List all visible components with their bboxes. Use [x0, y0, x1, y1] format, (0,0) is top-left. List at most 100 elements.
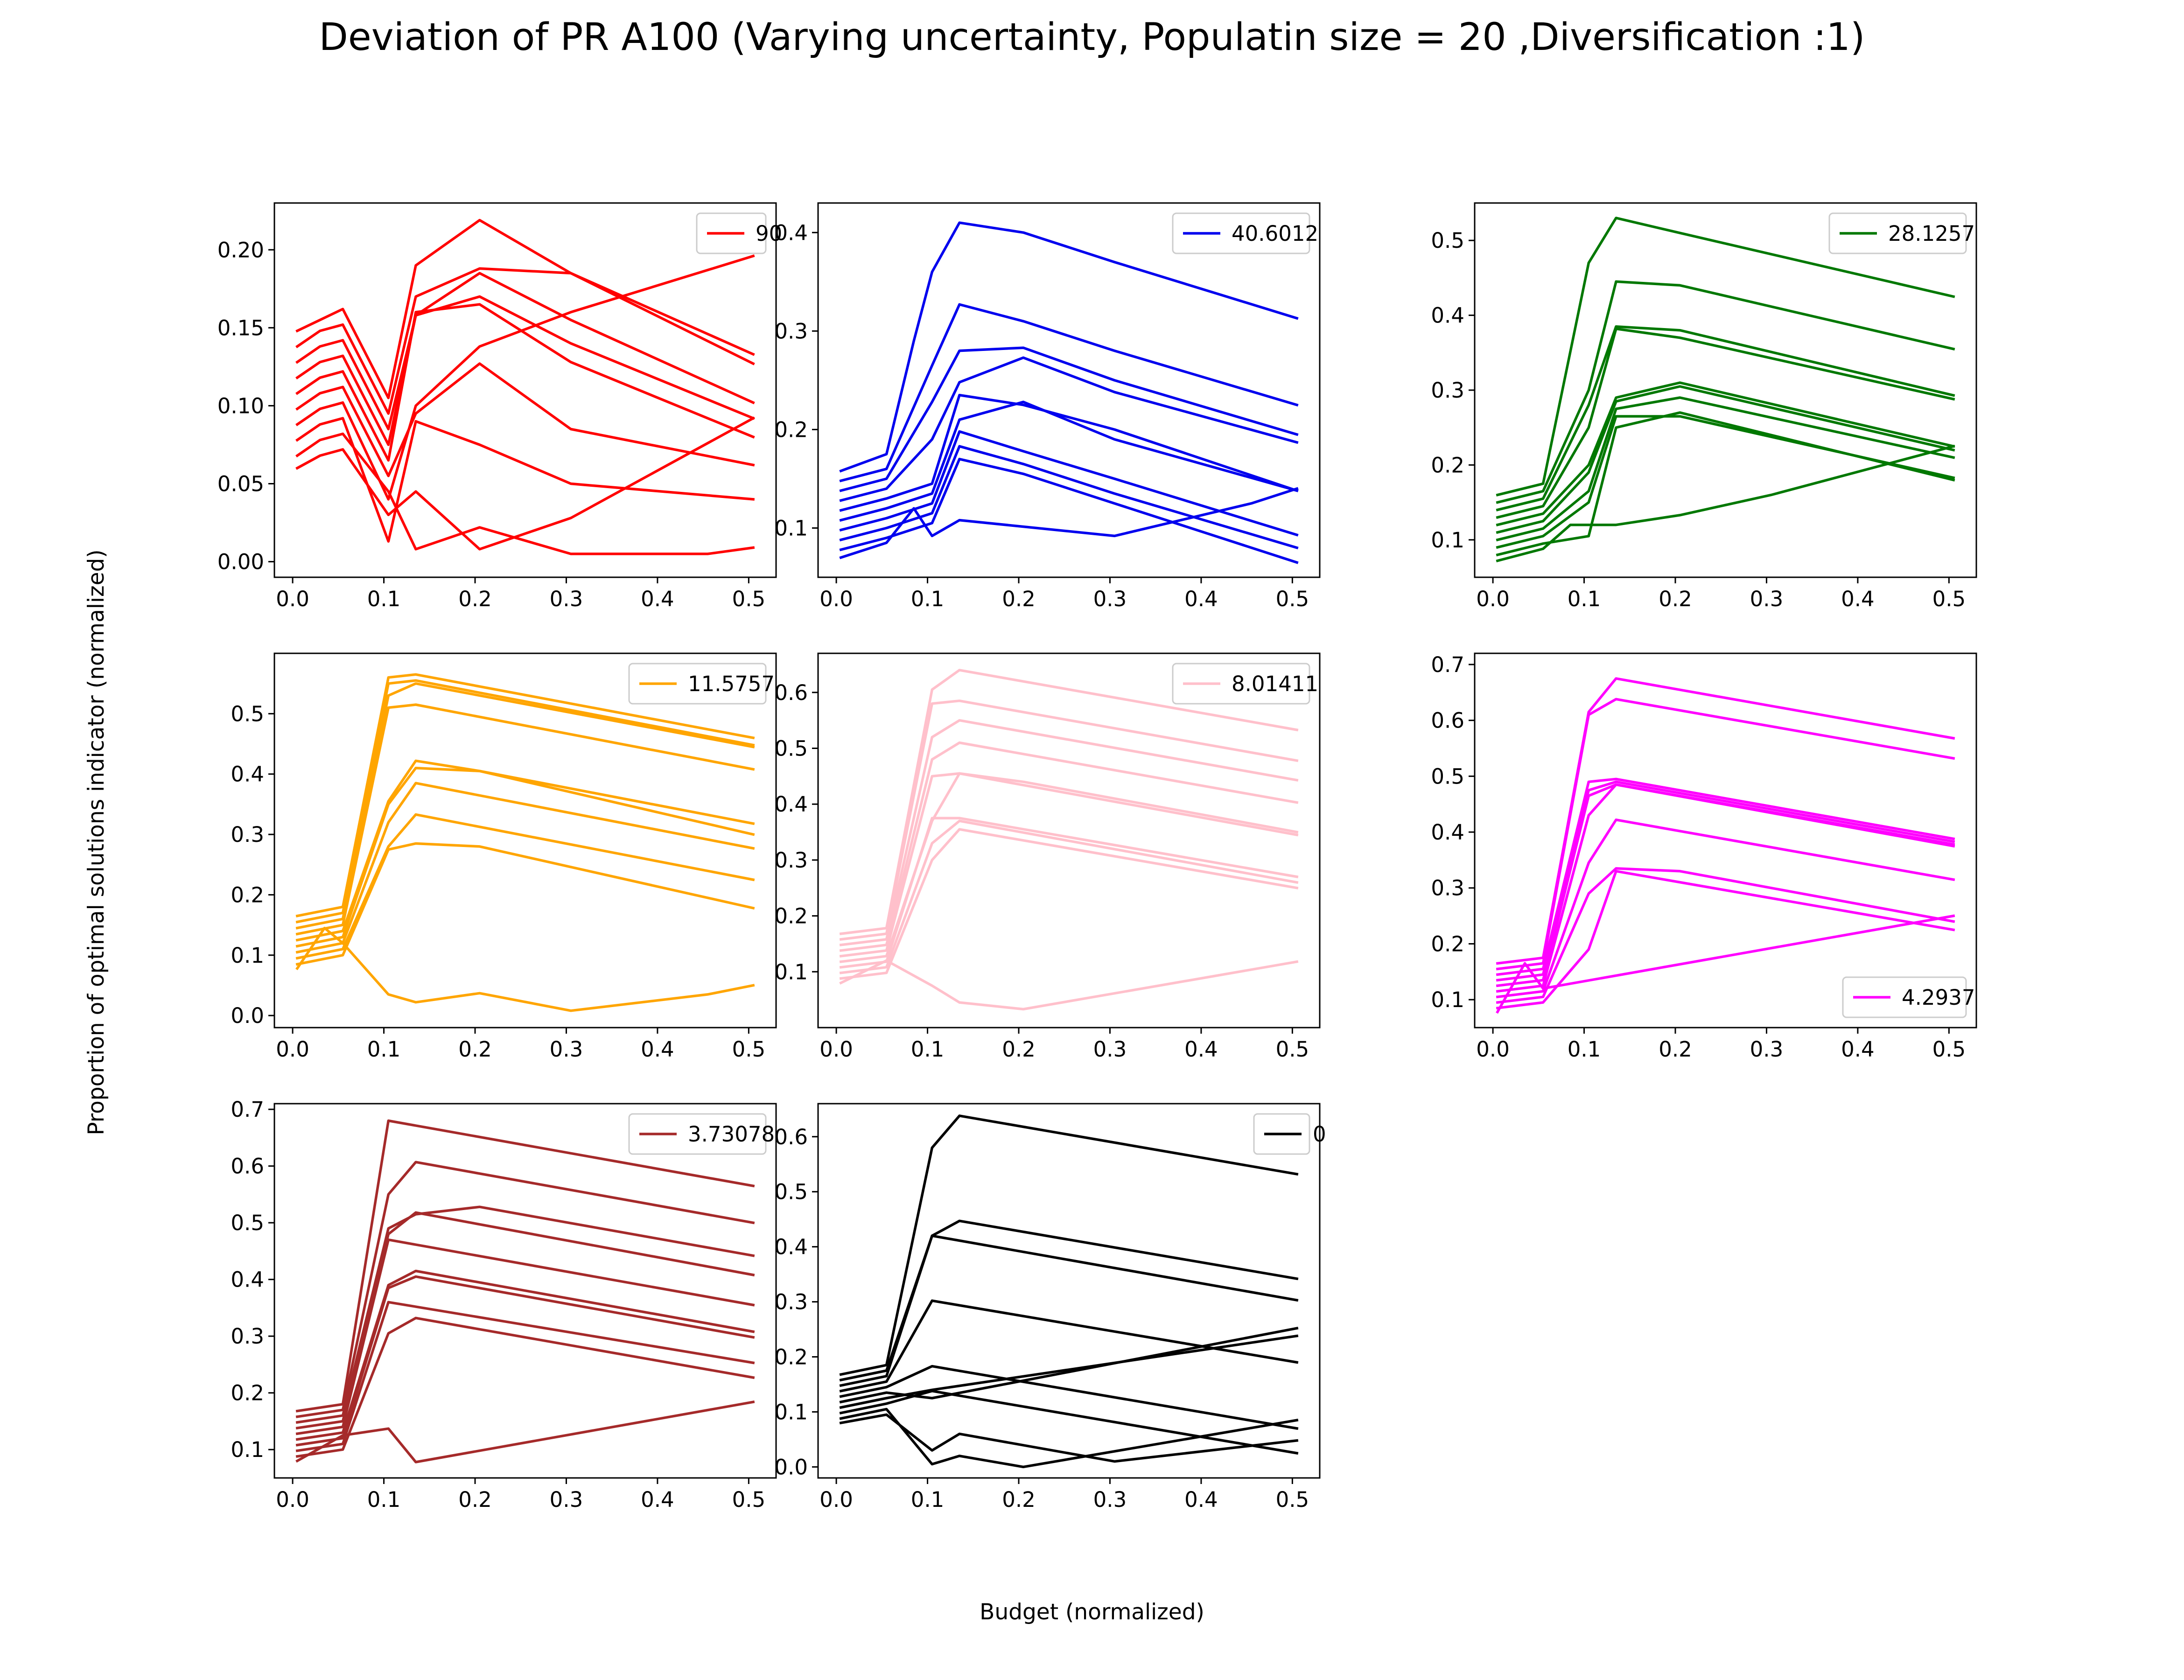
- series-line-8: [295, 417, 755, 543]
- series-line-7: [839, 817, 1299, 969]
- y-tick-label: 0.3: [231, 822, 264, 847]
- series-line-8: [1496, 867, 1955, 1004]
- y-tick-label: 0.2: [774, 417, 808, 442]
- axes-frame: [273, 1103, 777, 1479]
- series-line-3: [839, 1234, 1299, 1387]
- y-axis-label: Proportion of optimal solutions indicato…: [84, 549, 109, 1135]
- x-tick-label: 0.0: [1476, 1037, 1510, 1062]
- series-line-5: [1496, 381, 1955, 527]
- axes-frame: [817, 1103, 1321, 1479]
- y-tick-label: 0.10: [217, 393, 264, 418]
- y-tick-label: 0.3: [774, 848, 808, 873]
- series-line-9: [839, 1407, 1299, 1469]
- x-tick-label: 0.4: [1184, 1487, 1218, 1512]
- series-line-4: [1496, 780, 1955, 982]
- series-line-9: [295, 432, 755, 555]
- x-tick-label: 0.5: [1276, 1487, 1309, 1512]
- x-tick-label: 0.2: [458, 587, 492, 611]
- series-group: [839, 669, 1299, 1011]
- y-tick-label: 0.3: [231, 1324, 264, 1349]
- y-tick-label: 0.2: [1431, 453, 1464, 477]
- y-tick-label: 0.1: [231, 1437, 264, 1462]
- y-tick-label: 0.2: [231, 1381, 264, 1406]
- y-tick-label: 0.4: [774, 792, 808, 817]
- y-tick-label: 0.3: [1431, 876, 1464, 901]
- series-line-10: [295, 1400, 755, 1463]
- series-line-1: [1496, 677, 1955, 965]
- x-tick-label: 0.3: [1093, 587, 1127, 611]
- x-tick-label: 0.1: [367, 587, 401, 611]
- x-tick-label: 0.4: [641, 1037, 674, 1062]
- y-tick-label: 0.4: [231, 1267, 264, 1292]
- subplot-grid: 0.0 0.1 0.2 0.3 0.4 0.50.000.050.100.150.2090…: [217, 202, 1977, 1512]
- series-line-2: [839, 699, 1299, 941]
- x-axis-label: Budget (normalized): [980, 1599, 1204, 1625]
- series-line-7: [839, 430, 1299, 537]
- series-line-4: [839, 741, 1299, 952]
- y-tick-label: 0.15: [217, 315, 264, 340]
- x-tick-label: 0.1: [1568, 1037, 1601, 1062]
- axes-frame: [1474, 652, 1977, 1029]
- series-line-2: [295, 679, 755, 924]
- series-line-7: [295, 254, 755, 501]
- subplot-4: 0.0 0.1 0.2 0.3 0.4 0.5 0.0 0.1 0.2 0.3 0.4 0.5 11.5…: [231, 652, 777, 1062]
- series-line-1: [839, 221, 1299, 473]
- legend: 40.6012: [1172, 212, 1318, 254]
- series-line-2: [839, 303, 1299, 483]
- x-tick-label: 0.0: [819, 587, 853, 611]
- y-tick-label: 0.2: [774, 1345, 808, 1370]
- y-tick-label: 0.5: [1431, 764, 1464, 789]
- series-line-9: [1496, 870, 1955, 1010]
- series-line-3: [839, 346, 1299, 492]
- x-tick-label: 0.0: [276, 1037, 309, 1062]
- series-line-9: [295, 842, 755, 966]
- x-tick-label: 0.5: [1276, 587, 1309, 611]
- series-line-5: [839, 393, 1299, 512]
- series-line-5: [295, 303, 755, 462]
- series-line-4: [839, 356, 1299, 502]
- legend-label: 11.5757: [688, 672, 775, 696]
- y-tick-label: 0.5: [1431, 228, 1464, 253]
- y-tick-label: 0.3: [774, 1290, 808, 1315]
- y-tick-label: 0.4: [1431, 303, 1464, 328]
- y-tick-label: 0.1: [231, 943, 264, 968]
- series-line-3: [295, 272, 755, 431]
- series-line-2: [839, 1219, 1299, 1382]
- y-tick-label: 0.4: [774, 220, 808, 245]
- series-line-9: [1496, 411, 1955, 557]
- legend-box: [628, 1113, 767, 1155]
- series-line-8: [295, 813, 755, 960]
- x-tick-label: 0.4: [1184, 1037, 1218, 1062]
- series-line-1: [295, 673, 755, 917]
- subplot-6: 0.0 0.1 0.2 0.3 0.4 0.5 0.1 0.2 0.3 0.4 0.5 0.6 0.7 4…: [1431, 652, 1977, 1062]
- x-tick-label: 0.2: [1002, 1037, 1036, 1062]
- series-line-7: [295, 782, 755, 954]
- axes-frame: [273, 202, 777, 578]
- x-tick-label: 0.0: [276, 587, 309, 611]
- x-tick-label: 0.4: [641, 1487, 674, 1512]
- x-tick-label: 0.2: [458, 1037, 492, 1062]
- x-tick-label: 0.1: [911, 1487, 945, 1512]
- y-tick-label: 0.3: [774, 319, 808, 343]
- series-line-1: [295, 219, 755, 399]
- y-tick-label: 0.5: [774, 1180, 808, 1204]
- x-tick-label: 0.3: [1093, 1487, 1127, 1512]
- series-line-7: [1496, 396, 1955, 542]
- x-tick-label: 0.5: [732, 1487, 766, 1512]
- series-line-3: [295, 682, 755, 930]
- x-tick-label: 0.1: [367, 1037, 401, 1062]
- series-line-6: [295, 767, 755, 948]
- y-tick-label: 0.0: [774, 1455, 808, 1479]
- y-tick-label: 0.0: [231, 1003, 264, 1028]
- series-line-6: [295, 1269, 755, 1441]
- series-line-5: [295, 759, 755, 942]
- series-line-10: [839, 1413, 1299, 1463]
- series-group: [1496, 217, 1955, 563]
- x-tick-label: 0.0: [276, 1487, 309, 1512]
- series-line-10: [839, 959, 1299, 1011]
- legend-box: [1172, 663, 1310, 705]
- x-tick-label: 0.2: [1659, 1037, 1692, 1062]
- legend: 28.1257: [1828, 212, 1975, 254]
- y-tick-label: 0.5: [774, 736, 808, 761]
